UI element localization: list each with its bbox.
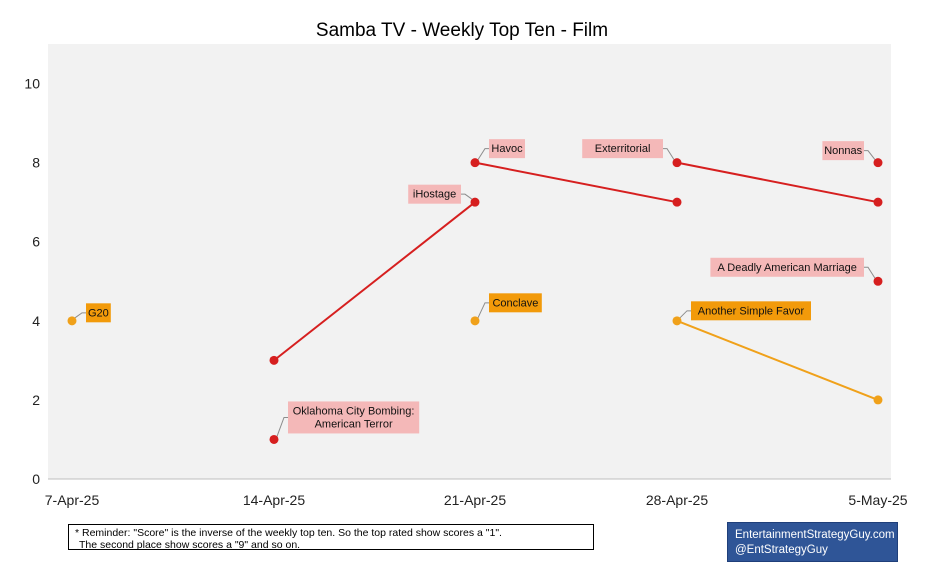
series-label: iHostage [413, 189, 456, 201]
credit-box: EntertainmentStrategyGuy.com @EntStrateg… [727, 522, 898, 562]
data-point [470, 158, 480, 168]
series-label-box [710, 257, 864, 277]
y-tick-label: 8 [32, 155, 40, 171]
label-leader [461, 193, 473, 200]
series-label: Exterritorial [595, 143, 651, 155]
label-leader [477, 302, 489, 319]
series-label: American Terror [315, 418, 393, 430]
credit-site: EntertainmentStrategyGuy.com [735, 529, 895, 541]
y-tick-label: 4 [32, 313, 40, 329]
series-label: A Deadly American Marriage [717, 262, 856, 274]
label-leader [864, 150, 876, 160]
data-point [672, 316, 682, 326]
x-tick-label: 7-Apr-25 [45, 492, 100, 508]
y-tick-label: 10 [24, 76, 40, 92]
series-label: Oklahoma City Bombing: [293, 405, 415, 417]
x-tick-label: 21-Apr-25 [444, 492, 506, 508]
series-label-box [489, 293, 542, 313]
series-label-box [582, 139, 663, 159]
label-leaders [74, 148, 876, 437]
series-label-box [691, 301, 811, 321]
series-label: Nonnas [824, 145, 862, 157]
x-tick-label: 14-Apr-25 [243, 492, 305, 508]
data-point [67, 316, 77, 326]
label-leader [679, 310, 691, 319]
series-label: Conclave [492, 297, 538, 309]
footnote-box: * Reminder: "Score" is the inverse of th… [68, 524, 594, 551]
x-tick-label: 28-Apr-25 [646, 492, 708, 508]
footnote-line-1: * Reminder: "Score" is the inverse of th… [75, 527, 502, 539]
data-point [672, 197, 682, 207]
series-label-box [86, 303, 111, 323]
y-tick-label: 6 [32, 234, 40, 250]
label-leader [477, 148, 489, 160]
data-point [269, 434, 279, 444]
data-point [873, 276, 883, 286]
y-tick-label: 2 [32, 392, 40, 408]
label-leader [864, 266, 876, 279]
series-lines [273, 161, 879, 401]
data-point [672, 158, 682, 168]
data-point [470, 197, 480, 207]
series-line [676, 161, 879, 204]
label-leader [276, 416, 288, 437]
footnote-line-2: The second place show scores a "9" and s… [79, 539, 301, 551]
series-label-box [288, 401, 420, 434]
x-axis-ticks: 7-Apr-25 14-Apr-25 21-Apr-25 28-Apr-25 5-May… [45, 492, 908, 508]
series-line [273, 201, 476, 362]
y-tick-label: 0 [32, 471, 40, 487]
chart-title: Samba TV - Weekly Top Ten - Film [316, 20, 608, 41]
series-labels: G20 Oklahoma City Bombing:American Terror… [86, 139, 864, 434]
series-label-box [822, 141, 864, 161]
x-tick-label: 5-May-25 [848, 492, 907, 508]
series-line [474, 161, 678, 204]
series-line [676, 319, 879, 401]
data-point [873, 395, 883, 405]
y-axis-ticks: 0 2 4 6 8 10 [24, 76, 40, 487]
data-point [269, 355, 279, 365]
series-label: Havoc [491, 143, 523, 155]
series-label: Another Simple Favor [698, 305, 805, 317]
credit-handle: @EntStrategyGuy [735, 544, 828, 556]
data-point [873, 197, 883, 207]
series-label: G20 [88, 307, 109, 319]
data-point [873, 158, 883, 168]
series-points [67, 158, 883, 444]
label-leader [74, 312, 86, 319]
label-leader [663, 148, 675, 160]
data-point [470, 316, 480, 326]
series-label-box [408, 184, 461, 204]
series-label-box [489, 139, 525, 159]
